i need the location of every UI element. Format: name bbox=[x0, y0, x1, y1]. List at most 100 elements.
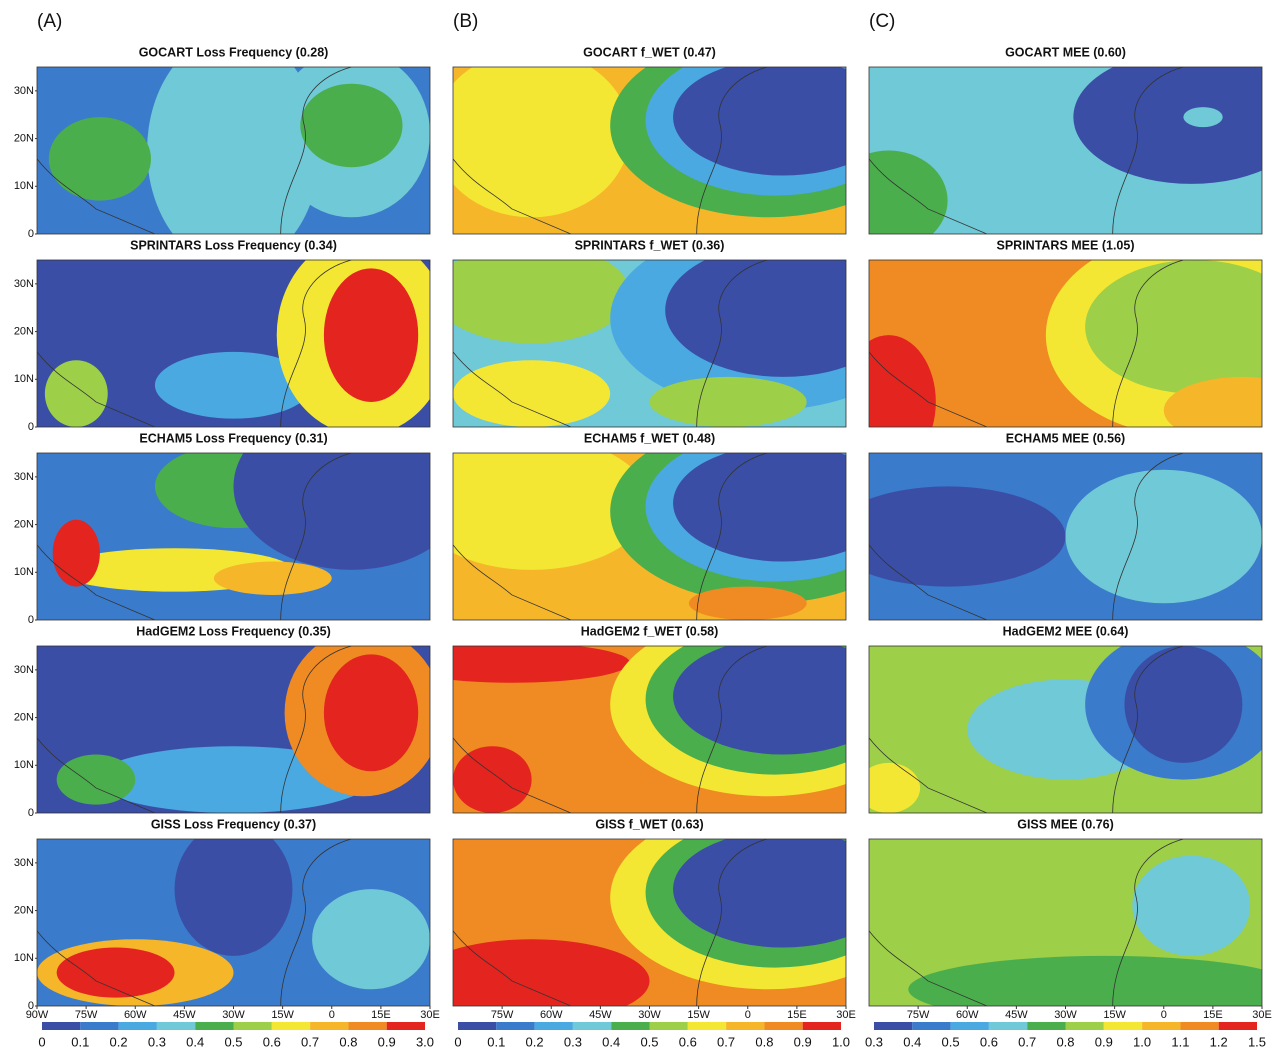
x-tick-label: 0 bbox=[745, 1009, 751, 1021]
panel-label: (C) bbox=[869, 11, 895, 32]
panel-label: (B) bbox=[453, 11, 478, 32]
y-tick-label: 0 bbox=[28, 228, 34, 240]
colorbar-label: 1.2 bbox=[1210, 1034, 1228, 1049]
field bbox=[673, 831, 893, 948]
colorbar-segment bbox=[80, 1022, 118, 1030]
y-tick-label: 30N bbox=[14, 857, 34, 869]
field bbox=[1066, 470, 1263, 604]
colorbar-label: 0.4 bbox=[186, 1034, 204, 1049]
colorbar-segment bbox=[234, 1022, 272, 1030]
x-tick-label: 30W bbox=[638, 1009, 661, 1021]
field bbox=[324, 654, 418, 771]
y-tick-label: 10N bbox=[14, 759, 34, 771]
y-tick-label: 10N bbox=[14, 566, 34, 578]
figure: (A)GOCART Loss Frequency (0.28)30N20N10N… bbox=[0, 0, 1278, 1052]
map bbox=[433, 227, 924, 427]
x-tick-label: 15W bbox=[1103, 1009, 1126, 1021]
colorbar-segment bbox=[989, 1022, 1027, 1030]
field bbox=[453, 360, 610, 427]
field bbox=[234, 403, 470, 570]
colorbar-label: 0.8 bbox=[339, 1034, 357, 1049]
colorbar-label: 0 bbox=[454, 1034, 461, 1049]
colorbar-segment bbox=[951, 1022, 989, 1030]
x-tick-label: 75W bbox=[491, 1009, 514, 1021]
y-tick-label: 20N bbox=[14, 711, 34, 723]
colorbar-segment bbox=[535, 1022, 573, 1030]
panel-title: SPRINTARS Loss Frequency (0.34) bbox=[130, 238, 337, 252]
x-tick-label: 15E bbox=[371, 1009, 391, 1021]
x-tick-label: 75W bbox=[907, 1009, 930, 1021]
map bbox=[414, 806, 925, 1023]
y-tick-label: 30N bbox=[14, 664, 34, 676]
colorbar-segment bbox=[912, 1022, 950, 1030]
panel-title: HadGEM2 Loss Frequency (0.35) bbox=[136, 624, 331, 638]
map bbox=[869, 839, 1278, 1023]
map bbox=[830, 453, 1262, 620]
colorbar-label: 1.5 bbox=[1248, 1034, 1266, 1049]
colorbar-segment bbox=[1219, 1022, 1257, 1030]
colorbar-segment bbox=[348, 1022, 386, 1030]
y-tick-label: 20N bbox=[14, 518, 34, 530]
colorbar-label: 0.2 bbox=[526, 1034, 544, 1049]
field bbox=[830, 486, 1066, 586]
field bbox=[324, 268, 418, 402]
x-tick-label: 30E bbox=[836, 1009, 856, 1021]
colorbar-label: 0.4 bbox=[602, 1034, 620, 1049]
y-tick-label: 10N bbox=[14, 180, 34, 192]
field bbox=[1183, 107, 1222, 127]
colorbar-label: 0.6 bbox=[263, 1034, 281, 1049]
map bbox=[394, 613, 925, 813]
x-tick-label: 30W bbox=[222, 1009, 245, 1021]
colorbar-label: 0.8 bbox=[1056, 1034, 1074, 1049]
field bbox=[312, 889, 430, 989]
x-tick-label: 60W bbox=[956, 1009, 979, 1021]
map bbox=[37, 629, 442, 813]
field bbox=[673, 445, 893, 562]
colorbar-segment bbox=[1142, 1022, 1180, 1030]
colorbar-segment bbox=[1066, 1022, 1104, 1030]
colorbar-segment bbox=[119, 1022, 157, 1030]
field bbox=[453, 746, 532, 813]
field bbox=[841, 335, 935, 469]
colorbar-label: 0.7 bbox=[1018, 1034, 1036, 1049]
y-tick-label: 20N bbox=[14, 132, 34, 144]
panel-title: GOCART f_WET (0.47) bbox=[583, 45, 716, 59]
x-tick-label: 0 bbox=[1161, 1009, 1167, 1021]
map bbox=[37, 34, 430, 268]
field bbox=[214, 562, 332, 595]
panel-title: HadGEM2 MEE (0.64) bbox=[1003, 624, 1129, 638]
colorbar-label: 0.8 bbox=[755, 1034, 773, 1049]
field bbox=[1124, 646, 1242, 763]
field bbox=[665, 243, 901, 377]
x-tick-label: 75W bbox=[75, 1009, 98, 1021]
map bbox=[830, 50, 1278, 250]
colorbar-label: 0.1 bbox=[487, 1034, 505, 1049]
colorbar-label: 0.9 bbox=[1095, 1034, 1113, 1049]
x-tick-label: 45W bbox=[173, 1009, 196, 1021]
field bbox=[830, 151, 948, 251]
x-tick-label: 30E bbox=[420, 1009, 440, 1021]
colorbar-segment bbox=[573, 1022, 611, 1030]
field bbox=[414, 939, 650, 1023]
field bbox=[53, 520, 100, 587]
colorbar-segment bbox=[650, 1022, 688, 1030]
x-tick-label: 60W bbox=[540, 1009, 563, 1021]
panel-title: HadGEM2 f_WET (0.58) bbox=[581, 624, 719, 638]
colorbar-segment bbox=[688, 1022, 726, 1030]
x-tick-label: 45W bbox=[1005, 1009, 1028, 1021]
colorbar-label: 1.0 bbox=[832, 1034, 850, 1049]
panel-title: GISS MEE (0.76) bbox=[1017, 817, 1114, 831]
colorbar-label: 0.6 bbox=[980, 1034, 998, 1049]
colorbar-segment bbox=[387, 1022, 425, 1030]
y-tick-label: 30N bbox=[14, 85, 34, 97]
panel-label: (A) bbox=[37, 11, 62, 32]
colorbar-segment bbox=[1027, 1022, 1065, 1030]
x-tick-label: 30E bbox=[1252, 1009, 1272, 1021]
panel-title: GISS Loss Frequency (0.37) bbox=[151, 817, 316, 831]
field bbox=[175, 822, 293, 956]
panel-title: ECHAM5 Loss Frequency (0.31) bbox=[139, 431, 327, 445]
colorbar-segment bbox=[496, 1022, 534, 1030]
colorbar-label: 1.0 bbox=[1133, 1034, 1151, 1049]
panel-title: SPRINTARS f_WET (0.36) bbox=[575, 238, 725, 252]
colorbar-label: 0.5 bbox=[640, 1034, 658, 1049]
